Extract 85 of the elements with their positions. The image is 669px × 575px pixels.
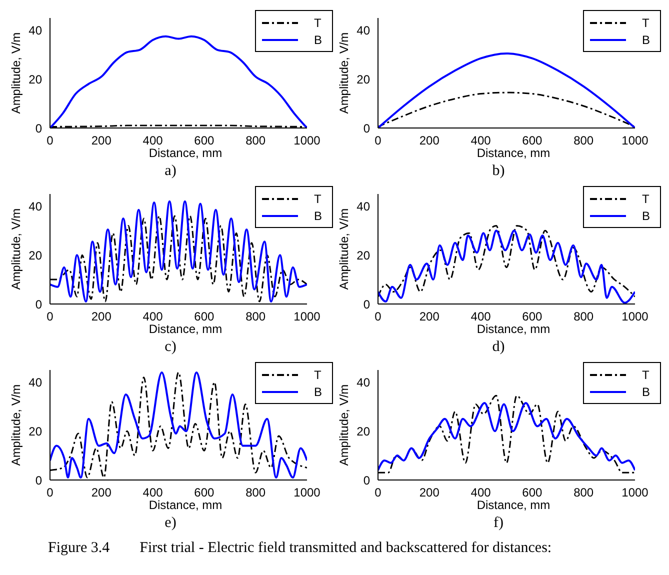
x-tick-label: 0 — [374, 486, 382, 500]
x-tick-label: 800 — [246, 310, 266, 324]
y-axis-title: Amplitude, V/m — [9, 208, 23, 290]
y-tick-label: 20 — [28, 248, 42, 262]
y-tick-label: 20 — [356, 424, 370, 438]
y-tick-label: 40 — [28, 23, 42, 38]
y-tick-label: 0 — [363, 121, 370, 136]
x-axis-title: Distance, mm — [476, 498, 552, 512]
legend-label: B — [642, 32, 650, 46]
x-tick-label: 1000 — [622, 310, 649, 324]
text: e) — [164, 514, 178, 533]
y-tick-label: 20 — [356, 248, 370, 262]
x-tick-label: 200 — [91, 134, 112, 148]
x-tick-label: 0 — [374, 134, 382, 148]
y-tick-label: 40 — [28, 375, 42, 390]
text: c) — [164, 338, 178, 357]
y-tick-label: 40 — [356, 23, 370, 38]
x-tick-label: 200 — [419, 486, 440, 500]
x-tick-label: 1000 — [622, 134, 649, 148]
x-axis-title: Distance, mm — [148, 498, 224, 512]
x-tick-label: 0 — [46, 486, 54, 500]
x-tick-label: 600 — [522, 134, 543, 148]
legend-label: B — [642, 208, 650, 222]
text: f) — [492, 514, 504, 533]
x-tick-label: 200 — [419, 134, 440, 148]
x-tick-label: 600 — [522, 310, 543, 324]
x-axis-title: Distance, mm — [476, 146, 552, 160]
caption: Figure 3.4 First trial - Electric field transmitted and backscattered for distances: — [47, 540, 553, 557]
legend-label: T — [314, 16, 322, 30]
x-tick-label: 200 — [91, 310, 112, 324]
y-tick-label: 40 — [28, 199, 42, 214]
legend-label: T — [314, 368, 322, 382]
x-tick-label: 400 — [142, 310, 164, 324]
x-tick-label: 600 — [194, 310, 215, 324]
x-tick-label: 400 — [142, 486, 164, 500]
x-tick-label: 800 — [574, 310, 594, 324]
x-tick-label: 1000 — [294, 310, 321, 324]
x-tick-label: 200 — [91, 486, 112, 500]
x-tick-label: 0 — [46, 134, 54, 148]
y-axis-title: Amplitude, V/m — [337, 208, 351, 290]
x-tick-label: 600 — [194, 486, 215, 500]
x-tick-label: 800 — [246, 134, 266, 148]
x-tick-label: 1000 — [294, 486, 321, 500]
y-axis-title: Amplitude, V/m — [337, 32, 351, 114]
x-axis-title: Distance, mm — [148, 146, 224, 160]
legend-label: B — [314, 32, 322, 46]
y-tick-label: 20 — [356, 72, 370, 86]
y-tick-label: 20 — [28, 72, 42, 86]
x-tick-label: 400 — [470, 486, 492, 500]
y-tick-label: 0 — [363, 297, 370, 312]
y-tick-label: 0 — [35, 121, 42, 136]
legend-label: B — [314, 384, 322, 398]
x-tick-label: 800 — [246, 486, 266, 500]
x-tick-label: 600 — [194, 134, 215, 148]
x-axis-title: Distance, mm — [476, 322, 552, 336]
legend-label: T — [642, 192, 650, 206]
y-tick-label: 0 — [363, 473, 370, 488]
legend-label: T — [314, 192, 322, 206]
text: b) — [491, 162, 506, 181]
x-tick-label: 600 — [522, 486, 543, 500]
legend-label: T — [642, 368, 650, 382]
y-axis-title: Amplitude, V/m — [9, 32, 23, 114]
x-axis-title: Distance, mm — [148, 322, 224, 336]
x-tick-label: 400 — [142, 134, 164, 148]
x-tick-label: 400 — [470, 134, 492, 148]
x-tick-label: 800 — [574, 134, 594, 148]
x-tick-label: 1000 — [622, 486, 649, 500]
x-tick-label: 400 — [470, 310, 492, 324]
y-tick-label: 0 — [35, 473, 42, 488]
text: a) — [164, 162, 178, 181]
y-tick-label: 0 — [35, 297, 42, 312]
legend-label: B — [314, 208, 322, 222]
legend-label: T — [642, 16, 650, 30]
x-tick-label: 0 — [46, 310, 54, 324]
y-axis-title: Amplitude, V/m — [337, 384, 351, 466]
x-tick-label: 800 — [574, 486, 594, 500]
x-tick-label: 0 — [374, 310, 382, 324]
x-tick-label: 1000 — [294, 134, 321, 148]
y-tick-label: 20 — [28, 424, 42, 438]
x-tick-label: 200 — [419, 310, 440, 324]
legend-label: B — [642, 384, 650, 398]
y-tick-label: 40 — [356, 199, 370, 214]
y-axis-title: Amplitude, V/m — [9, 384, 23, 466]
y-tick-label: 40 — [356, 375, 370, 390]
text: d) — [491, 338, 506, 357]
